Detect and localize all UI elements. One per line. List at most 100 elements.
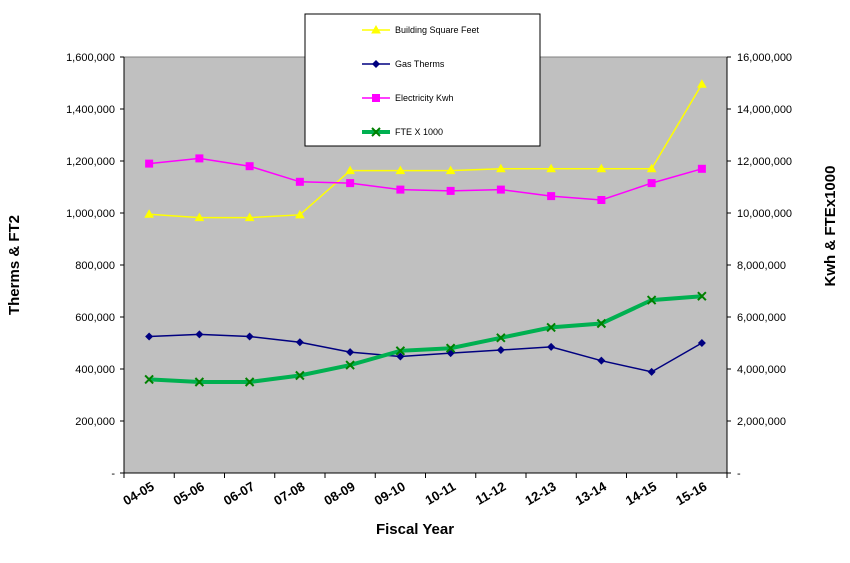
data-point <box>346 179 355 188</box>
data-point <box>596 163 607 173</box>
data-point <box>647 179 656 188</box>
x-tick-label: 09-10 <box>372 479 408 509</box>
x-tick-label: 05-06 <box>171 479 207 509</box>
data-point <box>144 374 154 385</box>
data-point <box>646 295 657 305</box>
legend-box <box>304 13 541 147</box>
data-point <box>295 370 305 381</box>
x-tick-label: 07-08 <box>271 479 307 509</box>
x-tick-label: 08-09 <box>321 479 357 509</box>
data-point <box>396 352 405 361</box>
data-point <box>295 338 304 347</box>
data-point <box>371 24 381 34</box>
series-electricity-kwh <box>145 154 706 204</box>
right-tick-label: 4,000,000 <box>737 364 786 376</box>
data-point <box>395 346 406 356</box>
data-point <box>195 154 204 163</box>
data-point <box>547 342 556 351</box>
right-tick-label: 8,000,000 <box>737 260 786 272</box>
left-tick-label: 800,000 <box>75 260 115 272</box>
data-point <box>371 127 381 137</box>
left-tick-label: 400,000 <box>75 364 115 376</box>
series-line <box>149 83 703 219</box>
data-point <box>496 333 506 343</box>
x-tick-label: 04-05 <box>120 479 156 509</box>
series-fte-x-1000 <box>144 291 707 387</box>
right-tick-label: 10,000,000 <box>737 208 792 220</box>
series-building-square-feet <box>144 79 707 222</box>
data-point <box>295 209 305 219</box>
data-point <box>372 94 380 102</box>
x-tick-label: 14-15 <box>623 479 659 509</box>
data-point <box>597 196 606 204</box>
data-point <box>395 165 406 175</box>
data-point <box>546 163 556 173</box>
data-point <box>646 163 657 173</box>
left-tick-label: 1,600,000 <box>66 52 115 64</box>
legend-label: FTE X 1000 <box>395 127 443 137</box>
left-tick-label: - <box>111 468 115 480</box>
data-point <box>346 348 355 357</box>
data-point <box>547 192 556 201</box>
x-tick-label: 13-14 <box>573 478 610 508</box>
data-point <box>697 339 706 347</box>
data-point <box>244 377 255 387</box>
data-point <box>697 79 707 88</box>
series-line <box>149 157 703 201</box>
data-point <box>597 356 606 365</box>
data-point <box>145 332 154 341</box>
data-point <box>496 346 505 355</box>
legend-label: Electricity Kwh <box>395 93 454 103</box>
data-point <box>372 60 380 68</box>
right-tick-label: - <box>737 468 741 480</box>
left-tick-label: 600,000 <box>75 312 115 324</box>
left-tick-label: 1,200,000 <box>66 156 115 168</box>
legend-label: Building Square Feet <box>395 25 480 35</box>
legend: Building Square Feet Gas Therms Electricit… <box>304 13 541 147</box>
data-point <box>647 367 656 376</box>
y-axis-left-title: Therms & FT2 <box>6 215 23 315</box>
data-point <box>446 186 455 195</box>
data-point <box>697 164 706 173</box>
series-line <box>149 294 703 384</box>
left-tick-label: 200,000 <box>75 416 115 428</box>
legend-label: Gas Therms <box>395 59 445 69</box>
series-line <box>149 333 703 373</box>
y-axis-right-title: Kwh & FTEx1000 <box>822 166 839 287</box>
series-gas-therms <box>145 330 706 376</box>
data-point <box>496 185 505 194</box>
data-point <box>445 165 456 175</box>
data-point <box>194 377 205 387</box>
left-axis: - 200,000 400,000 600,000 800,000 1,000,000 1,… <box>66 52 125 480</box>
x-tick-label: 11-12 <box>473 479 509 508</box>
data-point <box>396 185 405 194</box>
right-tick-label: 12,000,000 <box>737 156 792 168</box>
data-point <box>445 343 456 353</box>
right-tick-label: 16,000,000 <box>737 52 792 64</box>
data-point <box>194 212 205 222</box>
data-point <box>145 159 154 168</box>
left-tick-label: 1,000,000 <box>66 208 115 220</box>
data-point <box>345 165 355 175</box>
right-tick-label: 6,000,000 <box>737 312 786 324</box>
data-point <box>295 177 304 186</box>
data-point <box>596 318 607 329</box>
data-point <box>496 163 506 173</box>
data-point <box>697 291 707 301</box>
x-tick-label: 10-11 <box>422 479 458 508</box>
data-point <box>546 322 556 333</box>
x-tick-label: 12-13 <box>522 479 558 509</box>
right-tick-label: 14,000,000 <box>737 104 792 116</box>
data-point <box>144 209 154 218</box>
x-tick-label: 15-16 <box>673 479 709 509</box>
data-point <box>195 330 204 339</box>
data-point <box>245 332 254 341</box>
right-axis: - 2,000,000 4,000,000 6,000,000 8,000,000 10,… <box>726 52 792 480</box>
x-axis-title: Fiscal Year <box>376 521 454 538</box>
data-point <box>245 162 254 171</box>
right-tick-label: 2,000,000 <box>737 416 786 428</box>
x-axis: 04-05 05-06 06-07 07-08 08-09 09-10 10-11 11-12… <box>120 472 728 509</box>
data-point <box>345 360 355 370</box>
data-point <box>244 212 255 222</box>
